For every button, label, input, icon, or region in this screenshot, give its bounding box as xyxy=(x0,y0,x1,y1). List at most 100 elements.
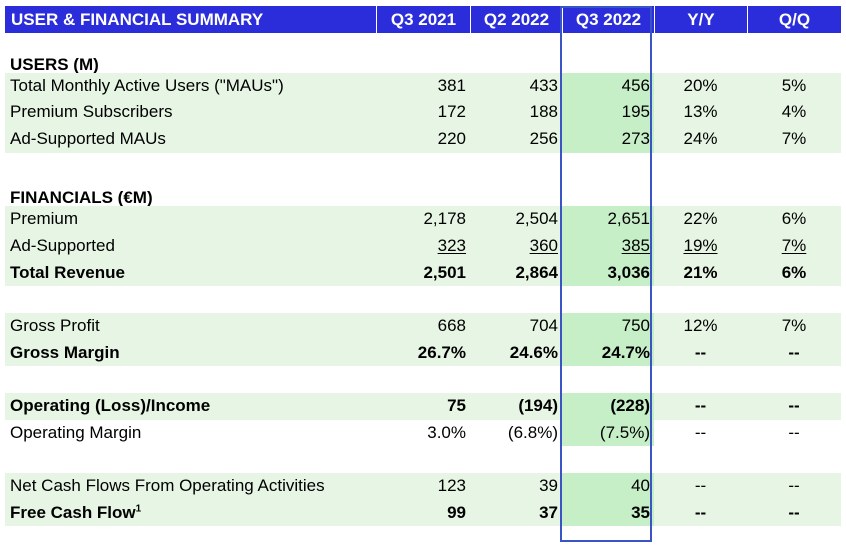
row-label: Total Revenue xyxy=(5,259,376,287)
row-label: Ad-Supported MAUs xyxy=(5,126,376,153)
table-row: Operating (Loss)/Income 75 (194) (228) -… xyxy=(5,392,841,420)
value-q3-2022: 273 xyxy=(562,126,654,153)
value-q2-2022: 360 xyxy=(529,235,558,255)
table-row: Total Revenue 2,501 2,864 3,036 21% 6% xyxy=(5,259,841,287)
table-row: Ad-Supported 323 360 385 19% 7% xyxy=(5,232,841,260)
value-q3-2021: 172 xyxy=(376,99,470,127)
value-q2-2022: 256 xyxy=(470,126,562,153)
value-q2-2022: 37 xyxy=(470,499,562,527)
value-yy: 21% xyxy=(654,259,747,287)
value-q3-2021: 99 xyxy=(376,499,470,527)
value-q3-2021: 75 xyxy=(376,392,470,420)
spacer xyxy=(5,446,841,473)
table-row: Total Monthly Active Users ("MAUs") 381 … xyxy=(5,72,841,100)
row-label: Premium xyxy=(5,206,376,233)
section-title: FINANCIALS (€M) xyxy=(10,188,153,208)
value-qq: -- xyxy=(747,339,841,367)
value-yy: -- xyxy=(654,392,747,420)
table-row: Operating Margin 3.0% (6.8%) (7.5%) -- -… xyxy=(5,419,841,447)
value-q3-2022: (7.5%) xyxy=(562,419,654,447)
value-q3-2021: 2,178 xyxy=(376,206,470,233)
spacer xyxy=(5,33,841,46)
value-q3-2021: 323 xyxy=(437,235,466,255)
value-qq: -- xyxy=(788,422,800,442)
value-q3-2021: 123 xyxy=(376,473,470,500)
value-q2-2022: (194) xyxy=(470,392,562,420)
col-header-q3-2022: Q3 2022 xyxy=(562,6,654,33)
value-qq: 4% xyxy=(747,99,841,127)
row-label: Operating Margin xyxy=(10,422,142,442)
col-header-q3-2021: Q3 2021 xyxy=(376,6,470,33)
value-q2-2022: 39 xyxy=(470,473,562,500)
row-label: Gross Margin xyxy=(5,339,376,367)
value-yy: 12% xyxy=(654,312,747,340)
value-q2-2022: 2,504 xyxy=(470,206,562,233)
row-label: Gross Profit xyxy=(5,312,376,340)
value-q3-2022: 40 xyxy=(562,473,654,500)
value-q2-2022: 704 xyxy=(470,312,562,340)
value-q2-2022: 2,864 xyxy=(470,259,562,287)
value-q3-2021: 668 xyxy=(376,312,470,340)
table-row: Net Cash Flows From Operating Activities… xyxy=(5,473,841,500)
table-row: Gross Profit 668 704 750 12% 7% xyxy=(5,312,841,340)
value-qq: 6% xyxy=(747,259,841,287)
section-financials: FINANCIALS (€M) xyxy=(5,179,841,208)
value-yy: 19% xyxy=(683,235,718,255)
value-qq: 7% xyxy=(781,235,807,255)
value-q3-2022: 35 xyxy=(562,499,654,527)
value-q2-2022: 24.6% xyxy=(470,339,562,367)
value-q3-2022: 750 xyxy=(562,312,654,340)
table-row: Ad-Supported MAUs 220 256 273 24% 7% xyxy=(5,126,841,153)
value-yy: -- xyxy=(654,499,747,527)
value-yy: 22% xyxy=(654,206,747,233)
row-label: Premium Subscribers xyxy=(5,99,376,127)
summary-table: USER & FINANCIAL SUMMARY Q3 2021 Q2 2022… xyxy=(5,6,841,527)
row-label: Operating (Loss)/Income xyxy=(5,392,376,420)
section-title: USERS (M) xyxy=(10,55,99,74)
table-title: USER & FINANCIAL SUMMARY xyxy=(5,6,376,33)
row-label: Free Cash Flow xyxy=(10,502,136,522)
value-q3-2021: 381 xyxy=(376,72,470,100)
table-row: Premium Subscribers 172 188 195 13% 4% xyxy=(5,99,841,127)
section-users: USERS (M) xyxy=(5,46,841,74)
value-q3-2022: 195 xyxy=(562,99,654,127)
value-yy: 13% xyxy=(654,99,747,127)
value-qq: 5% xyxy=(747,72,841,100)
table-row: Premium 2,178 2,504 2,651 22% 6% xyxy=(5,206,841,233)
table-header: USER & FINANCIAL SUMMARY Q3 2021 Q2 2022… xyxy=(5,6,841,33)
col-header-qq: Q/Q xyxy=(747,6,841,33)
value-q3-2022: 3,036 xyxy=(562,259,654,287)
value-yy: 20% xyxy=(654,72,747,100)
value-yy: -- xyxy=(694,422,707,442)
value-yy: 24% xyxy=(654,126,747,153)
value-yy: -- xyxy=(654,339,747,367)
value-qq: 7% xyxy=(747,312,841,340)
value-q3-2022: 385 xyxy=(621,235,650,255)
value-q3-2021: 2,501 xyxy=(376,259,470,287)
col-header-q2-2022: Q2 2022 xyxy=(470,6,562,33)
table-row: Free Cash Flow1 99 37 35 -- -- xyxy=(5,499,841,527)
value-q3-2022: 456 xyxy=(562,72,654,100)
value-qq: -- xyxy=(747,499,841,527)
value-q2-2022: (6.8%) xyxy=(507,422,558,442)
footnote-marker: 1 xyxy=(135,503,142,515)
spacer xyxy=(5,286,841,313)
value-q3-2022: 24.7% xyxy=(562,339,654,367)
row-label: Total Monthly Active Users ("MAUs") xyxy=(5,72,376,100)
spacer xyxy=(5,153,841,180)
spacer xyxy=(5,366,841,393)
value-q2-2022: 433 xyxy=(470,72,562,100)
value-q3-2021: 220 xyxy=(376,126,470,153)
value-q3-2022: (228) xyxy=(562,392,654,420)
value-yy: -- xyxy=(654,473,747,500)
row-label: Net Cash Flows From Operating Activities xyxy=(5,473,376,500)
value-q2-2022: 188 xyxy=(470,99,562,127)
col-header-yy: Y/Y xyxy=(654,6,747,33)
value-qq: 7% xyxy=(747,126,841,153)
table-row: Gross Margin 26.7% 24.6% 24.7% -- -- xyxy=(5,339,841,367)
value-qq: -- xyxy=(747,392,841,420)
value-qq: 6% xyxy=(747,206,841,233)
row-label: Ad-Supported xyxy=(5,232,376,260)
value-q3-2021: 3.0% xyxy=(427,422,466,442)
value-qq: -- xyxy=(747,473,841,500)
